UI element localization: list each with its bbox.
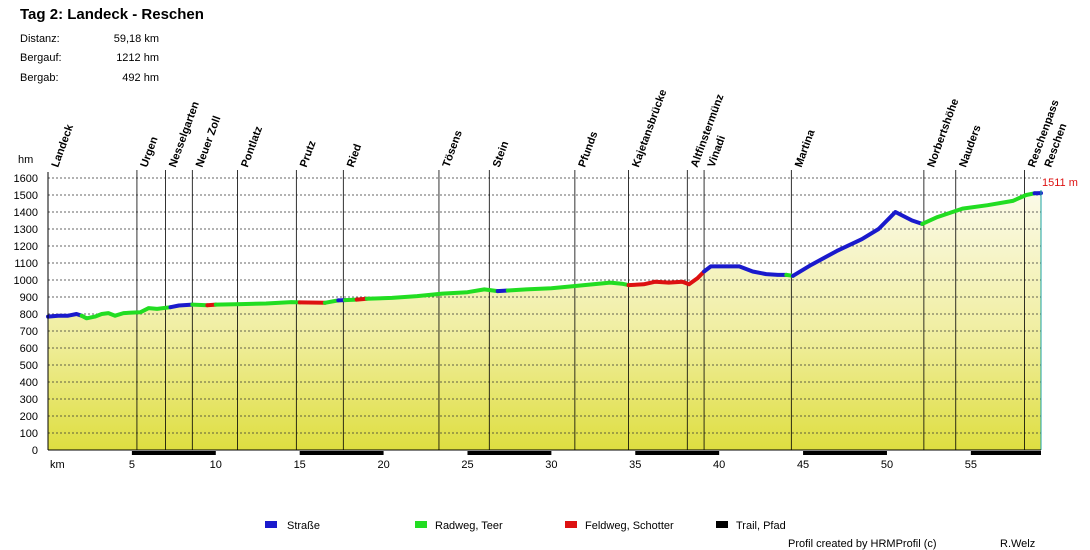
x-tick-label: 50 bbox=[881, 459, 893, 471]
x-tick-label: 5 bbox=[129, 459, 135, 471]
y-tick-label: 1600 bbox=[14, 173, 38, 185]
y-tick-label: 900 bbox=[20, 292, 38, 304]
y-axis-label: hm bbox=[18, 154, 33, 166]
y-tick-label: 1400 bbox=[14, 207, 38, 219]
profile-segment bbox=[213, 300, 302, 307]
profile-segment bbox=[505, 280, 631, 293]
y-tick-label: 800 bbox=[20, 309, 38, 321]
place-label: Norbertshöhe bbox=[925, 97, 961, 169]
legend-label-gravel: Feldweg, Schotter bbox=[585, 520, 674, 532]
profile-segment bbox=[322, 298, 341, 305]
chart-title: Tag 2: Landeck - Reschen bbox=[20, 6, 204, 23]
legend-swatch-trail bbox=[716, 521, 728, 528]
y-tick-label: 700 bbox=[20, 326, 38, 338]
y-tick-label: 1200 bbox=[14, 241, 38, 253]
place-label: Neuer Zoll bbox=[194, 114, 224, 169]
profile-segment bbox=[364, 287, 500, 301]
profile-segment bbox=[702, 264, 789, 277]
legend-label-road: Straße bbox=[287, 520, 320, 532]
legend-swatch-gravel bbox=[565, 521, 577, 528]
place-label: Ried bbox=[345, 143, 364, 170]
x-tick-label: 55 bbox=[965, 459, 977, 471]
place-label: Tösens bbox=[441, 129, 465, 169]
place-label: Urgen bbox=[138, 135, 160, 169]
y-tick-label: 400 bbox=[20, 377, 38, 389]
x-tick-label: 30 bbox=[545, 459, 557, 471]
stat-ascent-label: Bergauf: bbox=[20, 52, 62, 64]
place-label: Nauders bbox=[957, 124, 983, 169]
y-tick-label: 100 bbox=[20, 428, 38, 440]
profile-segment bbox=[79, 305, 173, 321]
profile-segment bbox=[168, 302, 195, 310]
x-scale-bar bbox=[131, 451, 216, 455]
elevation-area bbox=[48, 193, 1041, 450]
y-tick-label: 600 bbox=[20, 343, 38, 355]
x-tick-label: 45 bbox=[797, 459, 809, 471]
x-tick-label: 40 bbox=[713, 459, 725, 471]
x-axis-label: km bbox=[50, 459, 65, 471]
legend-swatch-road bbox=[265, 521, 277, 528]
place-label: Kajetansbrücke bbox=[630, 88, 669, 169]
x-tick-label: 25 bbox=[461, 459, 473, 471]
legend-swatch-bikepath bbox=[415, 521, 427, 528]
stat-distance-label: Distanz: bbox=[20, 33, 60, 45]
y-tick-label: 1300 bbox=[14, 224, 38, 236]
y-tick-label: 1500 bbox=[14, 190, 38, 202]
place-label: Landeck bbox=[50, 122, 77, 169]
place-label: Prutz bbox=[298, 139, 319, 169]
credit-text: Profil created by HRMProfil (c) bbox=[788, 538, 937, 550]
stat-ascent-value: 1212 hm bbox=[116, 52, 159, 64]
x-scale-bar bbox=[970, 451, 1041, 455]
x-scale-bar bbox=[635, 451, 720, 455]
y-tick-label: 0 bbox=[32, 445, 38, 457]
x-tick-label: 20 bbox=[377, 459, 389, 471]
y-tick-label: 500 bbox=[20, 360, 38, 372]
profile-segment bbox=[791, 210, 925, 278]
x-tick-label: 15 bbox=[294, 459, 306, 471]
y-tick-label: 300 bbox=[20, 394, 38, 406]
stat-distance-value: 59,18 km bbox=[114, 33, 159, 45]
end-elevation-label: 1511 m bbox=[1042, 177, 1078, 189]
place-label: Pfunds bbox=[576, 130, 600, 169]
legend-label-bikepath: Radweg, Teer bbox=[435, 520, 503, 532]
x-tick-label: 10 bbox=[210, 459, 222, 471]
author-text: R.Welz bbox=[1000, 538, 1035, 550]
legend-label-trail: Trail, Pfad bbox=[736, 520, 786, 532]
place-label: Stein bbox=[491, 139, 512, 169]
x-scale-bar bbox=[803, 451, 887, 455]
x-scale-bar bbox=[299, 451, 384, 455]
x-scale-bar bbox=[467, 451, 552, 455]
y-tick-label: 1100 bbox=[14, 258, 38, 270]
place-label: Pontlatz bbox=[239, 124, 265, 169]
profile-segment bbox=[626, 269, 707, 288]
y-tick-label: 200 bbox=[20, 411, 38, 423]
profile-segment bbox=[190, 302, 210, 308]
y-tick-label: 1000 bbox=[14, 275, 38, 287]
x-tick-label: 35 bbox=[629, 459, 641, 471]
stat-descent-label: Bergab: bbox=[20, 72, 59, 84]
place-label: Martina bbox=[793, 127, 818, 169]
stat-descent-value: 492 hm bbox=[122, 72, 159, 84]
profile-segment bbox=[920, 191, 1037, 226]
legend: Straße Radweg, Teer Feldweg, Schotter Tr… bbox=[265, 520, 786, 532]
profile-segment bbox=[46, 312, 84, 319]
